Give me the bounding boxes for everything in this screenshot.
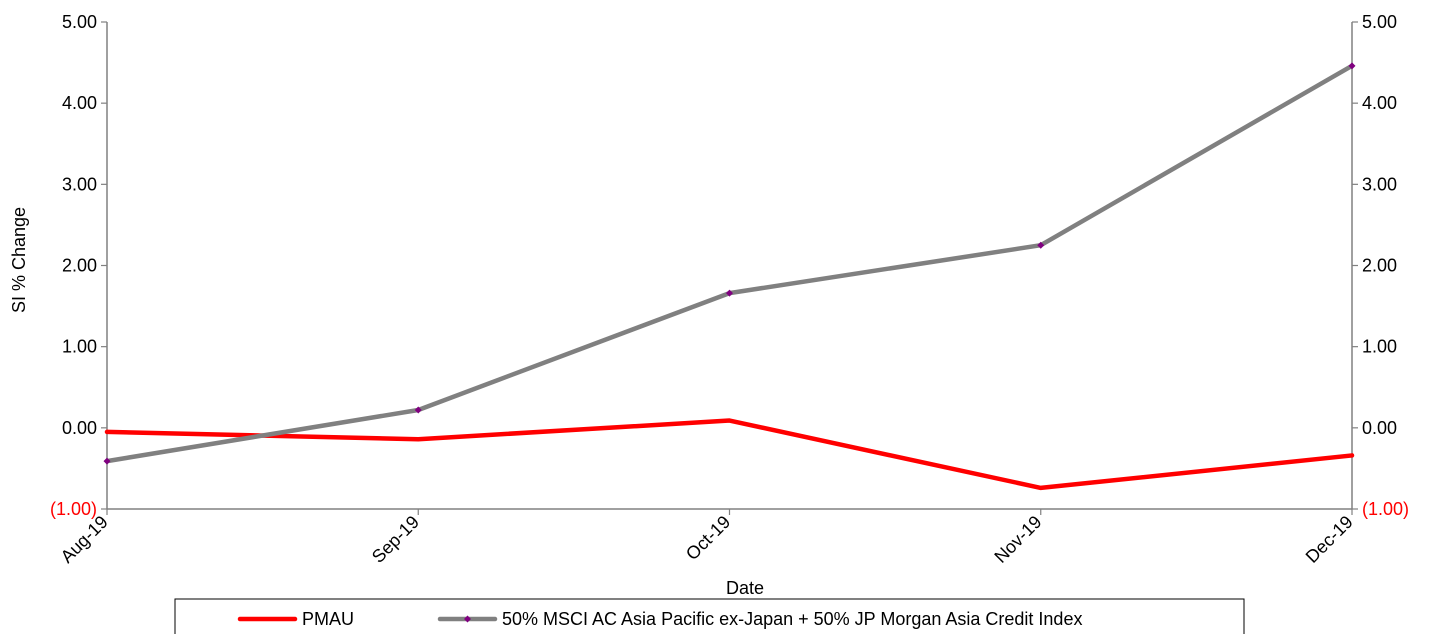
series-point-2: [1348, 62, 1356, 70]
x-tick-label: Oct-19: [682, 512, 734, 564]
x-tick-label: Dec-19: [1302, 512, 1357, 567]
y-tick-label-left: 2.00: [62, 256, 97, 276]
series-line-1: [104, 418, 1355, 491]
y-tick-label-right: 2.00: [1362, 256, 1397, 276]
y-tick-label-left: (1.00): [50, 499, 97, 519]
x-tick-label: Sep-19: [368, 512, 423, 567]
y-tick-label-right: 5.00: [1362, 12, 1397, 32]
y-axis-right-ticks: (1.00) 0.00 1.00 2.00 3.00 4.00 5.00: [1352, 12, 1409, 519]
x-tick-label: Aug-19: [57, 512, 112, 567]
series-line-2: [104, 63, 1355, 464]
legend-label-2: 50% MSCI AC Asia Pacific ex-Japan + 50% …: [502, 609, 1082, 629]
y-tick-label-left: 4.00: [62, 93, 97, 113]
legend-box: [174, 598, 1245, 634]
y-tick-label-left: 3.00: [62, 174, 97, 194]
legend: PMAU 50% MSCI AC Asia Pacific ex-Japan + …: [174, 598, 1245, 634]
series-layer: [103, 62, 1356, 491]
y-tick-label-left: 0.00: [62, 418, 97, 438]
x-axis-ticks: Aug-19 Sep-19 Oct-19 Nov-19 Dec-19: [57, 509, 1357, 567]
y-axis-left-ticks: (1.00) 0.00 1.00 2.00 3.00 4.00 5.00: [50, 12, 107, 519]
series-point-2: [103, 457, 111, 465]
series-point-2: [1037, 241, 1045, 249]
y-tick-label-right: (1.00): [1362, 499, 1409, 519]
x-tick-label: Nov-19: [990, 512, 1045, 567]
y-axis-title: SI % Change: [9, 207, 29, 313]
x-axis-title: Date: [726, 578, 764, 598]
series-point-2: [414, 406, 422, 414]
legend-label-1: PMAU: [302, 609, 354, 629]
y-tick-label-right: 3.00: [1362, 174, 1397, 194]
y-tick-label-right: 1.00: [1362, 337, 1397, 357]
y-tick-label-left: 5.00: [62, 12, 97, 32]
y-tick-label-left: 1.00: [62, 337, 97, 357]
series-point-2: [726, 289, 733, 297]
y-tick-label-right: 4.00: [1362, 93, 1397, 113]
y-tick-label-right: 0.00: [1362, 418, 1397, 438]
legend-marker-2: [464, 615, 471, 623]
